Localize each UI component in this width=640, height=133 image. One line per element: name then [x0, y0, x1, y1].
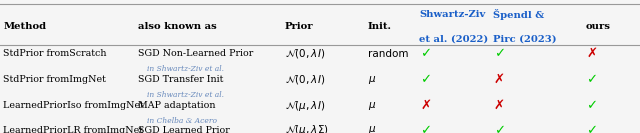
Text: ✓: ✓: [586, 124, 598, 133]
Text: $\mu$: $\mu$: [368, 74, 376, 86]
Text: ✓: ✓: [493, 124, 505, 133]
Text: LearnedPriorLR fromImgNet: LearnedPriorLR fromImgNet: [3, 126, 143, 133]
Text: SGD Learned Prior: SGD Learned Prior: [138, 126, 229, 133]
Text: Špendl &: Špendl &: [493, 9, 544, 20]
Text: ✗: ✗: [493, 99, 505, 112]
Text: ✗: ✗: [586, 47, 598, 60]
Text: $\mu$: $\mu$: [368, 100, 376, 112]
Text: SGD Transfer Init: SGD Transfer Init: [138, 75, 223, 84]
Text: Pirc (2023): Pirc (2023): [493, 34, 556, 43]
Text: SGD Non-Learned Prior: SGD Non-Learned Prior: [138, 49, 253, 58]
Text: random: random: [368, 49, 408, 59]
Text: also known as: also known as: [138, 22, 216, 31]
Text: $\mathcal{N}(\mu,\lambda\Sigma)$: $\mathcal{N}(\mu,\lambda\Sigma)$: [285, 123, 328, 133]
Text: ✓: ✓: [420, 124, 431, 133]
Text: $\mathcal{N}(\mu,\lambda I)$: $\mathcal{N}(\mu,\lambda I)$: [285, 99, 325, 113]
Text: $\mathcal{N}(0,\lambda I)$: $\mathcal{N}(0,\lambda I)$: [285, 47, 325, 60]
Text: ✓: ✓: [586, 73, 598, 86]
Text: ours: ours: [586, 22, 611, 31]
Text: in Chelba & Acero: in Chelba & Acero: [147, 117, 217, 125]
Text: StdPrior fromImgNet: StdPrior fromImgNet: [3, 75, 106, 84]
Text: $\mu$: $\mu$: [368, 124, 376, 133]
Text: Shwartz-Ziv: Shwartz-Ziv: [419, 10, 486, 19]
Text: Init.: Init.: [368, 22, 392, 31]
Text: ✓: ✓: [586, 99, 598, 112]
Text: ✓: ✓: [420, 47, 431, 60]
Text: LearnedPriorIso fromImgNet: LearnedPriorIso fromImgNet: [3, 101, 144, 110]
Text: ✓: ✓: [493, 47, 505, 60]
Text: ✗: ✗: [493, 73, 505, 86]
Text: Method: Method: [3, 22, 46, 31]
Text: in Shwartz-Ziv et al.: in Shwartz-Ziv et al.: [147, 91, 224, 99]
Text: et al. (2022): et al. (2022): [419, 34, 488, 43]
Text: $\mathcal{N}(0,\lambda I)$: $\mathcal{N}(0,\lambda I)$: [285, 73, 325, 86]
Text: MAP adaptation: MAP adaptation: [138, 101, 215, 110]
Text: ✗: ✗: [420, 99, 431, 112]
Text: ✓: ✓: [420, 73, 431, 86]
Text: in Shwartz-Ziv et al.: in Shwartz-Ziv et al.: [147, 65, 224, 73]
Text: StdPrior fromScratch: StdPrior fromScratch: [3, 49, 107, 58]
Text: Prior: Prior: [285, 22, 314, 31]
